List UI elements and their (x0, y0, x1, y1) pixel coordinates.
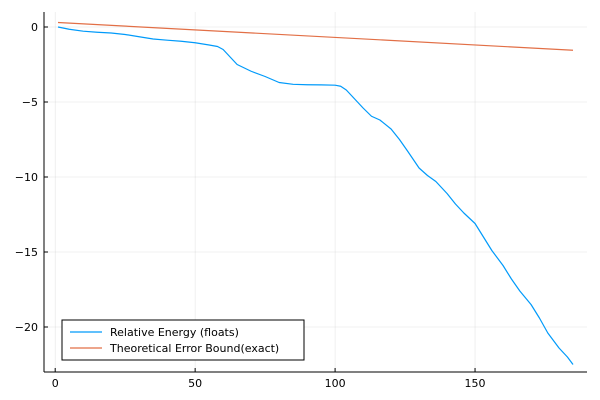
x-tick-label: 0 (52, 377, 59, 390)
x-tick-label: 50 (188, 377, 202, 390)
series-line-2 (57, 21, 574, 51)
x-tick-label: 150 (465, 377, 486, 390)
legend-box (61, 319, 305, 361)
series-line-1 (57, 26, 574, 365)
tick-labels: 0 50 100 150 0 −5 −10 −15 −20 (15, 21, 486, 390)
legend-label-1: Relative Energy (floats) (110, 326, 239, 339)
legend: Relative Energy (floats) Theoretical Erro… (61, 319, 305, 361)
axes (43, 12, 587, 373)
y-tick-label: 0 (31, 21, 38, 34)
series-lines (57, 21, 574, 365)
legend-label-2: Theoretical Error Bound(exact) (109, 342, 279, 355)
y-tick-label: −10 (15, 171, 38, 184)
y-tick-label: −15 (15, 246, 38, 259)
x-tick-label: 100 (325, 377, 346, 390)
y-tick-label: −5 (22, 96, 38, 109)
y-tick-label: −20 (15, 321, 38, 334)
